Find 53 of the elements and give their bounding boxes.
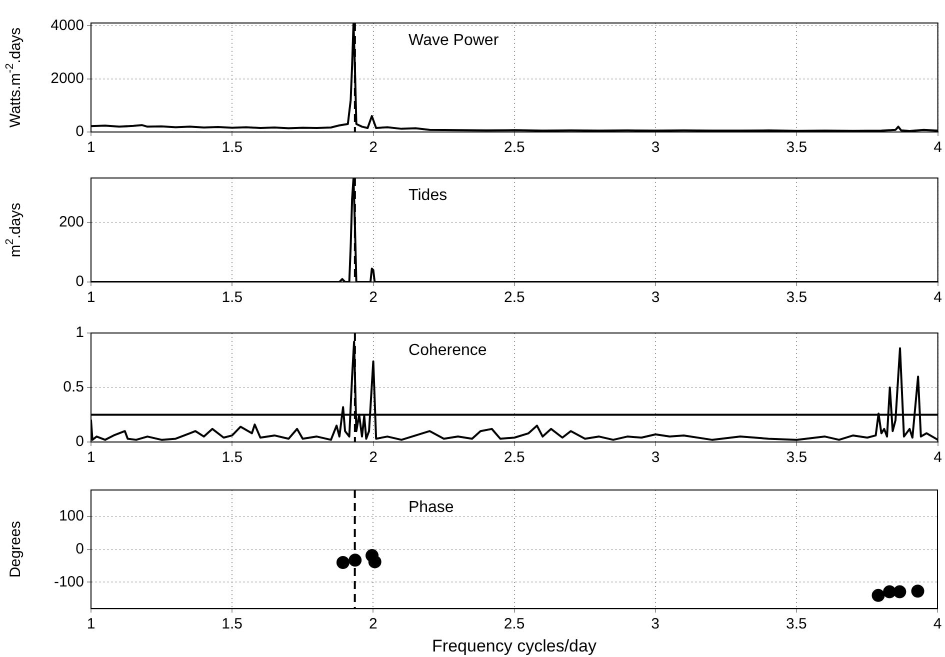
x-tick-label: 4 (933, 616, 942, 633)
y-tick-label: 0 (76, 273, 84, 290)
x-tick-label: 2 (369, 289, 378, 306)
x-tick-label: 2 (369, 139, 378, 156)
x-tick-label: 1.5 (222, 616, 243, 633)
y-axis-title: m2.days (4, 202, 24, 258)
y-axis-title: Degrees (7, 520, 24, 578)
y-tick-label: 200 (58, 214, 84, 231)
text: Phase (408, 499, 454, 516)
x-tick-label: 4 (934, 449, 942, 466)
y-axis-title: Watts.m-2.days (4, 27, 24, 128)
y-tick-label: 0 (76, 433, 84, 450)
x-tick-label: 3.5 (786, 616, 807, 633)
y-tick-label: 4000 (50, 16, 84, 34)
x-tick-label: 2 (368, 616, 378, 633)
x-tick-label: 3 (651, 616, 660, 633)
point (893, 585, 906, 598)
x-tick-label: 1.5 (222, 289, 243, 306)
x-tick-label: 2.5 (504, 449, 525, 466)
y-tick-label: -100 (54, 573, 84, 590)
point (911, 584, 924, 598)
x-tick-label: 1 (86, 616, 96, 633)
x-tick-label: 1 (86, 139, 96, 156)
x-axis-title: Frequency cycles/day (432, 636, 597, 656)
x-tick-label: 4 (934, 289, 942, 306)
x-tick-label: 2 (369, 449, 378, 466)
y-tick-label: 0 (76, 540, 84, 558)
text: Wave Power (408, 32, 500, 49)
x-tick-label: 3 (651, 449, 660, 466)
x-tick-label: 2.5 (504, 289, 525, 306)
point (872, 588, 885, 602)
x-tick-label: 1 (86, 449, 96, 466)
x-tick-label: 1.5 (222, 449, 243, 466)
y-tick-label: 0 (76, 123, 84, 140)
x-tick-label: 3.5 (786, 139, 808, 156)
x-tick-label: 3 (651, 289, 660, 306)
x-tick-label: 1.5 (222, 139, 243, 156)
x-tick-label: 2.5 (504, 139, 525, 156)
x-tick-label: 3.5 (786, 449, 808, 466)
y-tick-label: 0.5 (63, 378, 84, 396)
point (336, 556, 350, 569)
x-tick-label: 4 (934, 139, 942, 156)
x-tick-label: 3 (651, 139, 660, 156)
point (368, 555, 382, 568)
x-tick-label: 3.5 (786, 289, 808, 306)
point (348, 554, 362, 567)
y-tick-label: 1 (76, 324, 84, 342)
text: Coherence (408, 342, 487, 359)
y-tick-label: 100 (58, 507, 84, 524)
y-tick-label: 2000 (50, 70, 84, 87)
text: Tides (408, 187, 448, 204)
x-tick-label: 1 (86, 289, 96, 306)
x-tick-label: 2.5 (504, 616, 525, 633)
